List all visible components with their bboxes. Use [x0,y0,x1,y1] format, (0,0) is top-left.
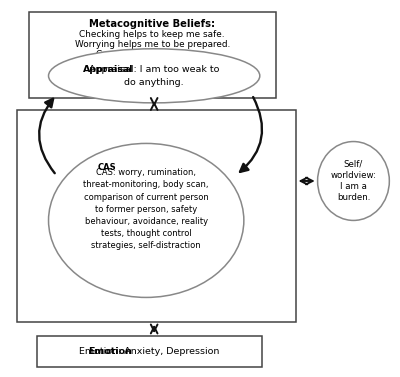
FancyBboxPatch shape [28,12,276,98]
Text: Checking helps to keep me safe.: Checking helps to keep me safe. [80,30,225,39]
Text: Self/
worldview:
I am a
burden.: Self/ worldview: I am a burden. [330,160,376,202]
Text: Appraisal: I am too weak to: Appraisal: I am too weak to [89,64,219,74]
FancyBboxPatch shape [36,336,262,367]
Text: Emotion: Emotion [88,347,132,356]
Ellipse shape [318,141,389,221]
Text: Worrying helps me to be prepared.: Worrying helps me to be prepared. [74,40,230,49]
Text: do anything.: do anything. [124,78,184,87]
Text: Appraisal: Appraisal [83,64,134,74]
Text: CAS: CAS [98,163,116,172]
Ellipse shape [48,143,244,297]
Text: I have no control over my thoughts.: I have no control over my thoughts. [72,64,232,73]
Text: Comparing creates hope.: Comparing creates hope. [96,49,208,58]
Text: Emotion: Anxiety, Depression: Emotion: Anxiety, Depression [79,347,219,356]
Text: CAS: worry, rumination,
threat-monitoring, body scan,
comparison of current pers: CAS: worry, rumination, threat-monitorin… [84,168,209,250]
FancyBboxPatch shape [17,110,296,322]
Text: Metacognitive Beliefs:: Metacognitive Beliefs: [89,19,215,29]
Ellipse shape [48,49,260,103]
